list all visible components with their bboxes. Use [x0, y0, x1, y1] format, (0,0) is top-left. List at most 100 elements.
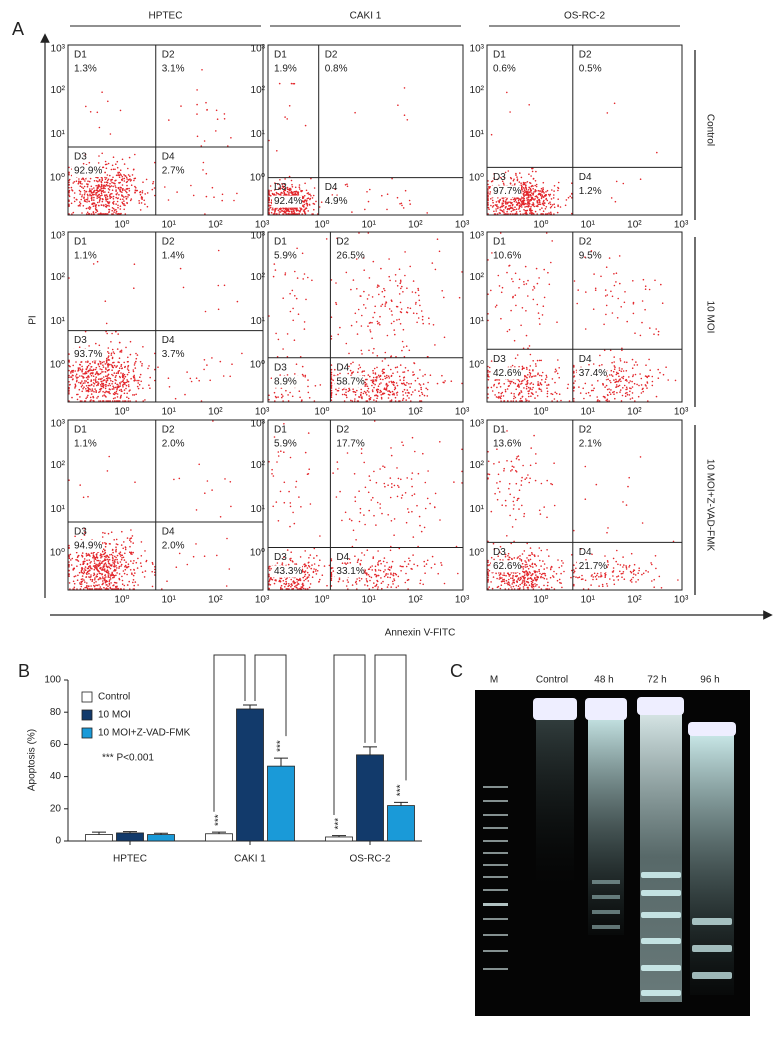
event-dot: [284, 116, 286, 118]
event-dot: [274, 269, 277, 271]
event-dot: [119, 553, 121, 556]
event-dot: [101, 536, 104, 538]
event-dot: [530, 175, 532, 177]
event-dot: [206, 480, 209, 482]
event-dot: [550, 213, 553, 215]
event-dot: [419, 369, 421, 371]
event-dot: [409, 386, 411, 389]
event-dot: [403, 388, 406, 391]
event-dot: [97, 381, 99, 383]
event-dot: [77, 555, 79, 557]
event-dot: [495, 208, 497, 210]
event-dot: [289, 310, 292, 313]
event-dot: [141, 365, 143, 367]
quadrant-percent: 8.9%: [274, 376, 297, 387]
y-tick-label: 10²: [51, 85, 66, 96]
event-dot: [512, 207, 514, 209]
event-dot: [512, 381, 515, 384]
event-dot: [526, 379, 529, 382]
event-dot: [605, 304, 608, 307]
event-dot: [98, 190, 100, 192]
quadrant-dots: [68, 455, 136, 499]
event-dot: [122, 570, 125, 572]
event-dot: [513, 213, 515, 215]
event-dot: [422, 452, 424, 455]
event-dot: [105, 322, 108, 325]
event-dot: [313, 203, 316, 205]
event-dot: [426, 497, 429, 500]
event-dot: [492, 201, 494, 204]
event-dot: [121, 202, 124, 205]
event-dot: [346, 452, 349, 454]
event-dot: [292, 511, 294, 514]
event-dot: [115, 538, 118, 541]
event-dot: [111, 369, 113, 372]
event-dot: [458, 296, 461, 299]
event-dot: [534, 363, 537, 365]
event-dot: [311, 213, 313, 215]
event-dot: [133, 364, 136, 366]
event-dot: [93, 202, 96, 204]
event-dot: [157, 366, 159, 369]
event-dot: [268, 211, 270, 214]
event-dot: [104, 387, 107, 390]
event-dot: [142, 387, 144, 390]
event-dot: [81, 554, 83, 557]
event-dot: [548, 283, 551, 286]
event-dot: [92, 211, 95, 214]
event-dot: [129, 199, 132, 202]
event-dot: [515, 388, 517, 391]
event-dot: [518, 181, 521, 183]
event-dot: [120, 565, 122, 567]
event-dot: [190, 380, 193, 383]
event-dot: [305, 565, 307, 567]
event-dot: [546, 392, 549, 395]
event-dot: [422, 375, 424, 377]
event-dot: [530, 212, 532, 214]
event-dot: [374, 573, 377, 576]
event-dot: [543, 268, 545, 271]
event-dot: [313, 208, 315, 211]
event-dot: [360, 391, 363, 394]
event-dot: [311, 576, 314, 578]
event-dot: [90, 552, 93, 554]
panel-label: B: [18, 661, 30, 681]
event-dot: [541, 371, 544, 374]
event-dot: [73, 575, 76, 578]
event-dot: [273, 263, 276, 265]
event-dot: [655, 395, 658, 398]
event-dot: [284, 178, 286, 180]
event-dot: [350, 399, 352, 402]
event-dot: [373, 367, 376, 370]
event-dot: [100, 385, 103, 388]
event-dot: [404, 367, 407, 369]
event-dot: [613, 361, 615, 363]
event-dot: [443, 381, 445, 384]
event-dot: [95, 342, 97, 345]
event-dot: [121, 557, 123, 559]
event-dot: [420, 530, 423, 533]
event-dot: [380, 382, 382, 384]
quadrant-name: D4: [336, 362, 349, 373]
event-dot: [125, 381, 128, 384]
event-dot: [85, 178, 87, 180]
event-dot: [510, 392, 513, 395]
event-dot: [376, 355, 379, 357]
event-dot: [118, 174, 121, 177]
event-dot: [360, 396, 363, 399]
event-dot: [615, 180, 618, 183]
event-dot: [89, 388, 91, 391]
event-dot: [116, 166, 119, 169]
quadrant-dots: [354, 87, 409, 121]
event-dot: [531, 170, 534, 173]
event-dot: [387, 568, 390, 570]
event-dot: [92, 574, 95, 577]
event-dot: [296, 584, 299, 586]
event-dot: [397, 484, 399, 487]
event-dot: [529, 388, 531, 390]
event-dot: [278, 211, 281, 213]
event-dot: [141, 571, 144, 573]
event-dot: [371, 296, 374, 298]
quadrant-percent: 1.1%: [74, 251, 97, 262]
event-dot: [288, 189, 291, 192]
